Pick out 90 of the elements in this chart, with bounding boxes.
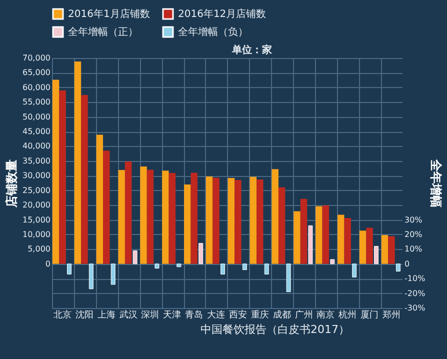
bar: [190, 172, 198, 264]
bar: [242, 264, 247, 270]
x-tick-label: 大连: [207, 310, 226, 320]
bar: [110, 264, 116, 285]
bar: [74, 62, 82, 264]
bar: [140, 166, 147, 264]
x-tick-label: 青岛: [185, 310, 204, 320]
y2-axis-title: 全年增幅: [429, 158, 444, 208]
y-tick-label: 10,000: [22, 230, 50, 239]
legend-label: 全年增幅（正）: [68, 26, 138, 38]
y2-tick-label: 30%: [404, 215, 423, 224]
bar: [176, 264, 182, 268]
bar: [206, 176, 213, 264]
y-tick-label: 40,000: [22, 142, 50, 151]
bar: [228, 178, 235, 264]
bar: [316, 206, 322, 264]
bar: [250, 176, 257, 264]
y-tick-label: 30,000: [22, 171, 50, 180]
y2-tick-label: -30%: [404, 304, 426, 312]
y-tick-label: 20,000: [22, 200, 50, 210]
bar: [88, 264, 94, 290]
bar: [198, 243, 204, 264]
bar: [52, 80, 60, 264]
y-axis-title: 店铺数量: [4, 160, 19, 208]
bar: [81, 95, 88, 264]
legend-label: 2016年1月店铺数: [68, 8, 150, 20]
bar: [124, 162, 132, 264]
x-tick-label: 北京: [54, 310, 72, 320]
bar: [234, 180, 242, 264]
bar: [359, 230, 366, 264]
y-tick-label: 25,000: [22, 186, 50, 195]
bar: [381, 235, 388, 264]
bar: [396, 264, 400, 272]
bar: [132, 250, 138, 264]
bar: [212, 178, 220, 264]
bar: [96, 134, 104, 264]
bar: [154, 264, 160, 269]
bar: [344, 218, 351, 264]
x-tick-label: 郑州: [382, 310, 400, 320]
bar: [352, 264, 357, 278]
y2-tick-label: 20%: [404, 230, 423, 239]
y-tick-label: 0: [45, 259, 50, 268]
bar: [330, 259, 335, 264]
x-tick-label: 重庆: [250, 310, 269, 320]
bar: [103, 150, 110, 264]
bar: [294, 211, 300, 264]
bar: [220, 264, 226, 274]
y2-tick-label: -10%: [404, 274, 426, 284]
bar: [272, 169, 278, 264]
legend-label: 2016年12月店铺数: [178, 8, 266, 20]
bar: [286, 264, 291, 292]
y-tick-label: 5,000: [28, 244, 50, 254]
bar: [162, 170, 169, 264]
text: 单位：家: [231, 44, 272, 56]
y-tick-label: 50,000: [22, 112, 50, 122]
bar: [184, 184, 191, 264]
x-tick-label: 南京: [316, 310, 335, 320]
y2-tick-label: 0: [404, 259, 410, 268]
y-tick-label: 70,000: [22, 54, 50, 62]
bar: [118, 170, 125, 264]
x-tick-label: 深圳: [141, 310, 160, 320]
bar: [168, 173, 176, 264]
bar: [388, 236, 395, 264]
y-tick-label: 65,000: [22, 68, 50, 78]
y-tick-label: 45,000: [22, 127, 50, 136]
x-tick-label: 杭州: [338, 310, 357, 320]
bar: [322, 205, 330, 264]
x-tick-label: 天津: [163, 310, 182, 320]
y-tick-label: 35,000: [22, 156, 50, 166]
y-tick-label: 55,000: [22, 98, 50, 107]
bar: [67, 264, 72, 274]
y2-tick-label: 10%: [404, 244, 423, 254]
bar: [338, 214, 344, 264]
text: 中国餐饮报告（白皮书2017）: [200, 323, 350, 336]
x-tick-label: 上海: [97, 310, 116, 320]
legend-label: 全年增幅（负）: [178, 26, 248, 38]
bar: [146, 170, 154, 264]
x-tick-label: 广州: [294, 310, 313, 320]
bar: [278, 187, 286, 264]
y-tick-label: 60,000: [22, 82, 50, 92]
x-tick-label: 沈阳: [75, 310, 94, 320]
bar: [256, 179, 264, 264]
y-tick-label: 15,000: [22, 215, 50, 224]
x-tick-label: 西安: [228, 310, 247, 320]
x-tick-label: 武汉: [119, 310, 138, 320]
bar: [59, 90, 66, 264]
y2-tick-label: -20%: [404, 288, 426, 298]
x-tick-label: 厦门: [360, 310, 379, 320]
x-tick-label: 成都: [272, 310, 291, 320]
bar: [264, 264, 269, 274]
